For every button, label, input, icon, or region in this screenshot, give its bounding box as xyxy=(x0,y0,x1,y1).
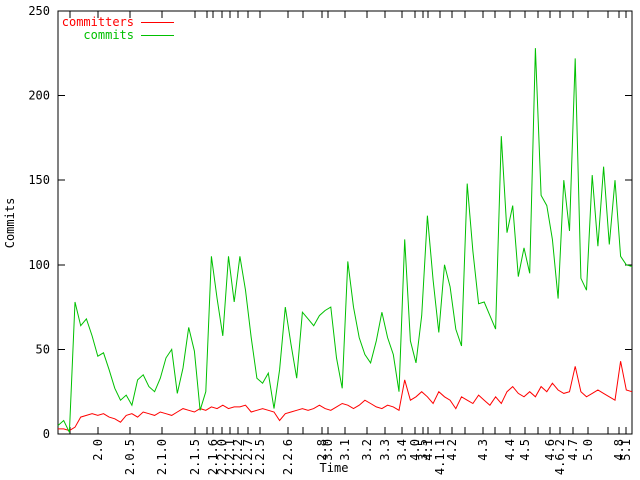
x-tick-label: 2.2.6 xyxy=(281,439,295,475)
x-tick-label: 4.5 xyxy=(518,439,532,461)
x-tick-label: 4.2 xyxy=(445,439,459,461)
legend-label-commits: commits xyxy=(83,28,134,42)
y-tick-label: 150 xyxy=(28,173,50,187)
x-tick-label: 4.7 xyxy=(566,439,580,461)
x-tick-label: 3.5 xyxy=(416,439,430,461)
x-tick-label: 3.0 xyxy=(321,439,335,461)
x-tick-label: 5.1 xyxy=(619,439,633,461)
x-tick-label: 4.3 xyxy=(476,439,490,461)
x-tick-label: 4.1 xyxy=(421,439,435,461)
y-tick-label: 50 xyxy=(36,342,50,356)
y-tick-label: 100 xyxy=(28,258,50,272)
x-tick-label: 2.8 xyxy=(315,439,329,461)
legend: committers commits xyxy=(60,16,174,42)
x-tick-label: 2.0.5 xyxy=(123,439,137,475)
x-tick-label: 3.4 xyxy=(395,439,409,461)
x-tick-label: 2.1.6 xyxy=(206,439,220,475)
x-tick-label: 2.2.1 xyxy=(223,439,237,475)
committers-line xyxy=(58,361,633,432)
x-tick-label: 3.1 xyxy=(338,439,352,461)
x-tick-label: 5.0 xyxy=(581,439,595,461)
x-axis-title: Time xyxy=(320,461,349,475)
x-tick-label: 4.6 xyxy=(543,439,557,461)
x-tick-label: 2.2.2 xyxy=(231,439,245,475)
x-tick-label: 2.1.0 xyxy=(155,439,169,475)
x-tick-label: 4.4 xyxy=(503,439,517,461)
x-tick-label: 2.2.0 xyxy=(215,439,229,475)
y-axis-title: Commits xyxy=(3,198,17,249)
legend-line-sample-committers xyxy=(141,22,174,23)
x-tick-label: 4.0 xyxy=(408,439,422,461)
legend-line-sample-commits xyxy=(141,35,174,36)
legend-entry-committers: committers xyxy=(60,16,174,29)
x-tick-label: 4.1.1 xyxy=(433,439,447,475)
x-tick-label: 4.6.2 xyxy=(553,439,567,475)
x-tick-label: 3.3 xyxy=(378,439,392,461)
x-tick-label: 2.2.7 xyxy=(241,439,255,475)
x-tick-label: 2.1.5 xyxy=(188,439,202,475)
y-tick-label: 250 xyxy=(28,4,50,18)
y-tick-label: 0 xyxy=(43,427,50,441)
y-tick-label: 200 xyxy=(28,89,50,103)
x-tick-label: 2.2.5 xyxy=(253,439,267,475)
commits-line xyxy=(57,48,633,433)
legend-entry-commits: commits xyxy=(60,29,174,42)
x-tick-label: 3.2 xyxy=(360,439,374,461)
x-tick-label: 4.8 xyxy=(612,439,626,461)
legend-label-committers: committers xyxy=(61,15,134,29)
x-tick-label: 2.0 xyxy=(91,439,105,461)
plot-border xyxy=(57,10,633,435)
